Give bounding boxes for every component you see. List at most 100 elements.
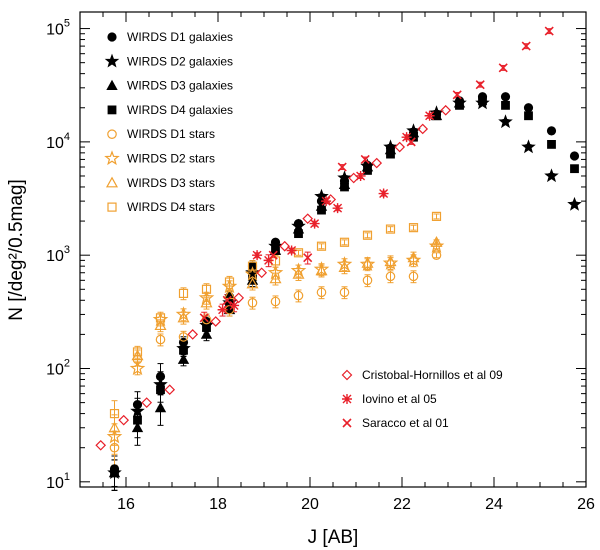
iovino-et-al-05-point xyxy=(252,250,263,261)
cristobal-hornillos-et-al-09-point xyxy=(302,213,314,225)
y-tick-label: 105 xyxy=(46,18,70,39)
wirds-d4-galaxies-point xyxy=(202,323,211,332)
iovino-et-al-05-point xyxy=(229,300,240,311)
cristobal-hornillos-et-al-09-point xyxy=(348,172,360,184)
wirds-d4-galaxies-point xyxy=(271,246,280,255)
wirds-d4-galaxies-point xyxy=(340,182,349,192)
wirds-d3-stars-point xyxy=(154,319,167,331)
x-tick-label: 18 xyxy=(209,496,227,513)
wirds-d1-stars-point xyxy=(293,290,304,301)
cristobal-hornillos-et-al-09-point xyxy=(325,194,337,205)
wirds-d4-galaxies-point xyxy=(386,149,395,159)
wirds-d2-stars-point xyxy=(405,252,422,268)
wirds-d1-stars-point xyxy=(339,287,350,298)
cristobal-hornillos-et-al-09-point xyxy=(394,141,406,153)
wirds-d1-stars-point xyxy=(362,275,373,286)
wirds-d2-stars-point xyxy=(336,256,353,271)
data-points xyxy=(95,26,582,480)
wirds-d2-galaxies-point xyxy=(521,139,536,154)
wirds-d4-galaxies-point xyxy=(478,96,487,106)
saracco-et-al-01-point xyxy=(452,90,462,100)
legend-wirds-d3-galaxies-label: WIRDS D3 galaxies xyxy=(127,79,233,93)
wirds-d1-galaxies-point xyxy=(569,151,580,161)
wirds-d3-galaxies-point xyxy=(131,421,144,433)
wirds-d2-stars-point xyxy=(175,306,192,322)
wirds-d1-galaxies-point xyxy=(546,126,557,136)
cristobal-hornillos-et-al-09-point xyxy=(440,104,452,116)
wirds-d4-stars-point xyxy=(224,277,235,287)
saracco-et-al-01-point xyxy=(544,26,554,36)
legend-wirds-d2-galaxies-label: WIRDS D2 galaxies xyxy=(127,54,233,68)
legend-wirds-d4-stars-label: WIRDS D4 stars xyxy=(127,200,215,214)
wirds-d4-stars-point xyxy=(155,313,166,323)
wirds-d3-stars-point xyxy=(177,311,190,323)
x-tick-label: 16 xyxy=(117,496,135,513)
cristobal-hornillos-et-al-09-point xyxy=(371,157,383,169)
x-tick-label: 24 xyxy=(485,496,503,513)
legend-wirds-d3-galaxies-marker xyxy=(106,79,118,90)
wirds-d2-stars-point xyxy=(267,264,284,280)
wirds-d1-stars-point xyxy=(155,334,166,345)
cristobal-hornillos-et-al-09-point xyxy=(417,123,429,135)
wirds-d4-stars-point xyxy=(109,408,120,419)
y-axis-title: N [/deg²/0.5mag] xyxy=(6,179,27,321)
legend-wirds-d2-galaxies-marker xyxy=(104,53,120,68)
iovino-et-al-05-point xyxy=(263,255,274,266)
wirds-d4-stars-point xyxy=(385,224,396,234)
wirds-d2-galaxies-point xyxy=(544,168,559,183)
legend-wirds: WIRDS D1 galaxies WIRDS D2 galaxies WIRDS … xyxy=(104,30,233,214)
wirds-d1-galaxies-point xyxy=(500,92,511,102)
wirds-d3-stars-point xyxy=(269,272,282,284)
cristobal-hornillos-et-al-09-point xyxy=(118,414,130,426)
cristobal-hornillos-et-al-09-point xyxy=(256,267,268,279)
legend-iovino-et-al-05-marker xyxy=(342,394,352,404)
wirds-d3-stars-point xyxy=(315,264,328,276)
legend-cristobal-hornillos-et-al-09-marker xyxy=(341,369,353,381)
saracco-et-al-01-point xyxy=(475,80,485,90)
legend-wirds-d3-stars-label: WIRDS D3 stars xyxy=(127,176,215,190)
cristobal-hornillos-et-al-09-point xyxy=(279,240,291,252)
legend-cristobal-hornillos-et-al-09-label: Cristobal-Hornillos et al 09 xyxy=(362,368,503,382)
iovino-et-al-05-point xyxy=(332,203,343,214)
wirds-d3-stars-point xyxy=(430,236,443,247)
wirds-d1-stars-point xyxy=(178,332,189,342)
wirds-d4-stars-point xyxy=(339,237,350,247)
wirds-d4-galaxies-point xyxy=(156,385,165,395)
y-tick-label: 103 xyxy=(46,244,70,265)
wirds-d3-stars-point xyxy=(407,251,420,263)
saracco-et-al-01-point xyxy=(406,137,416,147)
wirds-d3-stars-point xyxy=(338,261,351,273)
iovino-et-al-05-point xyxy=(424,110,435,121)
wirds-d1-stars-point xyxy=(431,250,442,260)
legend-saracco-et-al-01-marker xyxy=(342,418,352,428)
legend-wirds-d4-galaxies-label: WIRDS D4 galaxies xyxy=(127,103,233,117)
iovino-et-al-05-point xyxy=(355,170,366,181)
wirds-d3-galaxies-point xyxy=(154,401,167,413)
wirds-d2-stars-point xyxy=(290,262,307,278)
wirds-d2-stars-point xyxy=(198,289,215,305)
wirds-d4-galaxies-point xyxy=(524,111,533,121)
saracco-et-al-01-point xyxy=(303,253,313,263)
wirds-d3-stars-point xyxy=(108,421,121,433)
x-tick-label: 20 xyxy=(301,496,319,513)
wirds-d2-stars-point xyxy=(428,237,445,253)
wirds-d3-stars-point xyxy=(361,256,374,268)
wirds-d1-stars-point xyxy=(316,287,327,298)
wirds-d4-galaxies-point xyxy=(570,164,579,174)
legend-wirds-d3-stars-marker xyxy=(105,176,119,188)
wirds-d1-stars-point xyxy=(109,442,120,453)
legend-wirds-d2-stars-marker xyxy=(104,150,120,166)
legend-wirds-d1-stars-label: WIRDS D1 stars xyxy=(127,127,215,141)
legend-wirds-d4-stars-marker xyxy=(107,202,117,212)
wirds-d4-stars-point xyxy=(408,223,419,233)
y-tick-label: 102 xyxy=(46,358,70,379)
axis-tick-labels: 16 18 20 22 24 26 101 102 103 104 105 xyxy=(46,18,595,513)
legend-iovino-et-al-05-label: Iovino et al 05 xyxy=(362,392,437,406)
wirds-d4-galaxies-point xyxy=(133,415,142,425)
wirds-d4-galaxies-point xyxy=(547,139,556,149)
wirds-d1-stars-point xyxy=(385,271,396,282)
wirds-d2-stars-point xyxy=(313,261,330,276)
legend-wirds-d1-stars-marker xyxy=(107,129,117,139)
wirds-d1-stars-point xyxy=(408,271,419,282)
